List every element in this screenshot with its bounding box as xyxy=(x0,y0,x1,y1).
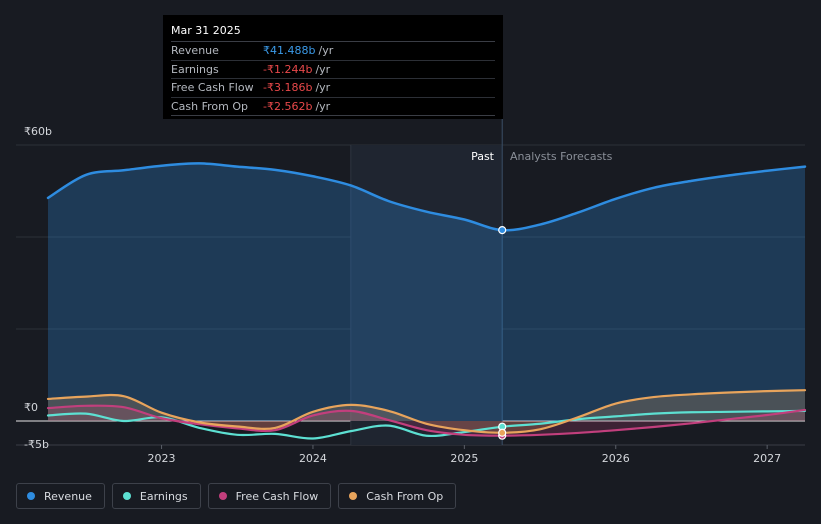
legend-item-cash-from-op[interactable]: Cash From Op xyxy=(338,483,457,509)
tooltip-value: -₹1.244b xyxy=(263,62,313,76)
free-cash-flow-line xyxy=(46,404,807,437)
revenue-line xyxy=(46,162,807,232)
legend-dot-icon xyxy=(27,492,35,500)
y-tick-label: ₹60b xyxy=(24,125,52,138)
tooltip-unit: /yr xyxy=(315,62,331,76)
tooltip-unit: /yr xyxy=(318,44,334,57)
tooltip-unit: /yr xyxy=(315,99,331,113)
legend-label: Earnings xyxy=(139,489,188,503)
x-axis: 2023 2024 2025 2026 2027 xyxy=(148,445,781,465)
cursor-markers xyxy=(498,226,507,440)
revenue-area xyxy=(48,163,805,422)
cash-from-op-line xyxy=(46,389,807,434)
tooltip-label: Free Cash Flow xyxy=(171,81,254,94)
tooltip: Mar 31 2025 Revenue ₹41.488b /yr Earning… xyxy=(163,15,503,119)
x-tick-label: 2023 xyxy=(148,452,176,465)
tooltip-value: -₹3.186b xyxy=(263,81,313,94)
tooltip-unit: /yr xyxy=(315,81,331,94)
y-axis: ₹60b ₹0 -₹5b xyxy=(24,125,52,451)
tooltip-row-earnings: Earnings -₹1.244b /yr xyxy=(171,61,495,79)
tooltip-label: Revenue xyxy=(171,44,219,57)
x-tick-label: 2024 xyxy=(299,452,327,465)
legend: Revenue Earnings Free Cash Flow Cash Fro… xyxy=(16,483,457,509)
tooltip-row-revenue: Revenue ₹41.488b /yr xyxy=(171,42,495,61)
tooltip-row-free-cash-flow: Free Cash Flow -₹3.186b /yr xyxy=(171,79,495,98)
legend-label: Revenue xyxy=(44,489,92,503)
x-tick-label: 2027 xyxy=(753,452,781,465)
y-tick-label: ₹0 xyxy=(24,401,38,414)
cash-from-op-area xyxy=(48,390,805,433)
series-lines xyxy=(46,162,807,440)
tooltip-label: Cash From Op xyxy=(171,99,249,113)
tooltip-value: ₹41.488b xyxy=(263,44,316,57)
revenue-point xyxy=(498,226,507,235)
cash-from-op-point xyxy=(498,428,507,437)
legend-label: Free Cash Flow xyxy=(235,489,319,503)
legend-item-revenue[interactable]: Revenue xyxy=(16,483,105,509)
y-tick-label: -₹5b xyxy=(24,438,49,451)
x-tick-label: 2025 xyxy=(450,452,478,465)
x-tick-label: 2026 xyxy=(602,452,630,465)
legend-dot-icon xyxy=(349,492,358,500)
tooltip-label: Earnings xyxy=(171,62,219,76)
tooltip-date: Mar 31 2025 xyxy=(171,23,495,42)
tooltip-value: -₹2.562b xyxy=(263,99,313,113)
past-label: Past xyxy=(471,150,495,163)
legend-item-earnings[interactable]: Earnings xyxy=(111,483,201,509)
legend-dot-icon xyxy=(218,492,227,500)
legend-dot-icon xyxy=(122,492,131,500)
legend-item-free-cash-flow[interactable]: Free Cash Flow xyxy=(207,483,332,509)
tooltip-row-cash-from-op: Cash From Op -₹2.562b /yr xyxy=(171,98,495,116)
forecast-label: Analysts Forecasts xyxy=(510,150,613,163)
legend-label: Cash From Op xyxy=(366,489,444,503)
